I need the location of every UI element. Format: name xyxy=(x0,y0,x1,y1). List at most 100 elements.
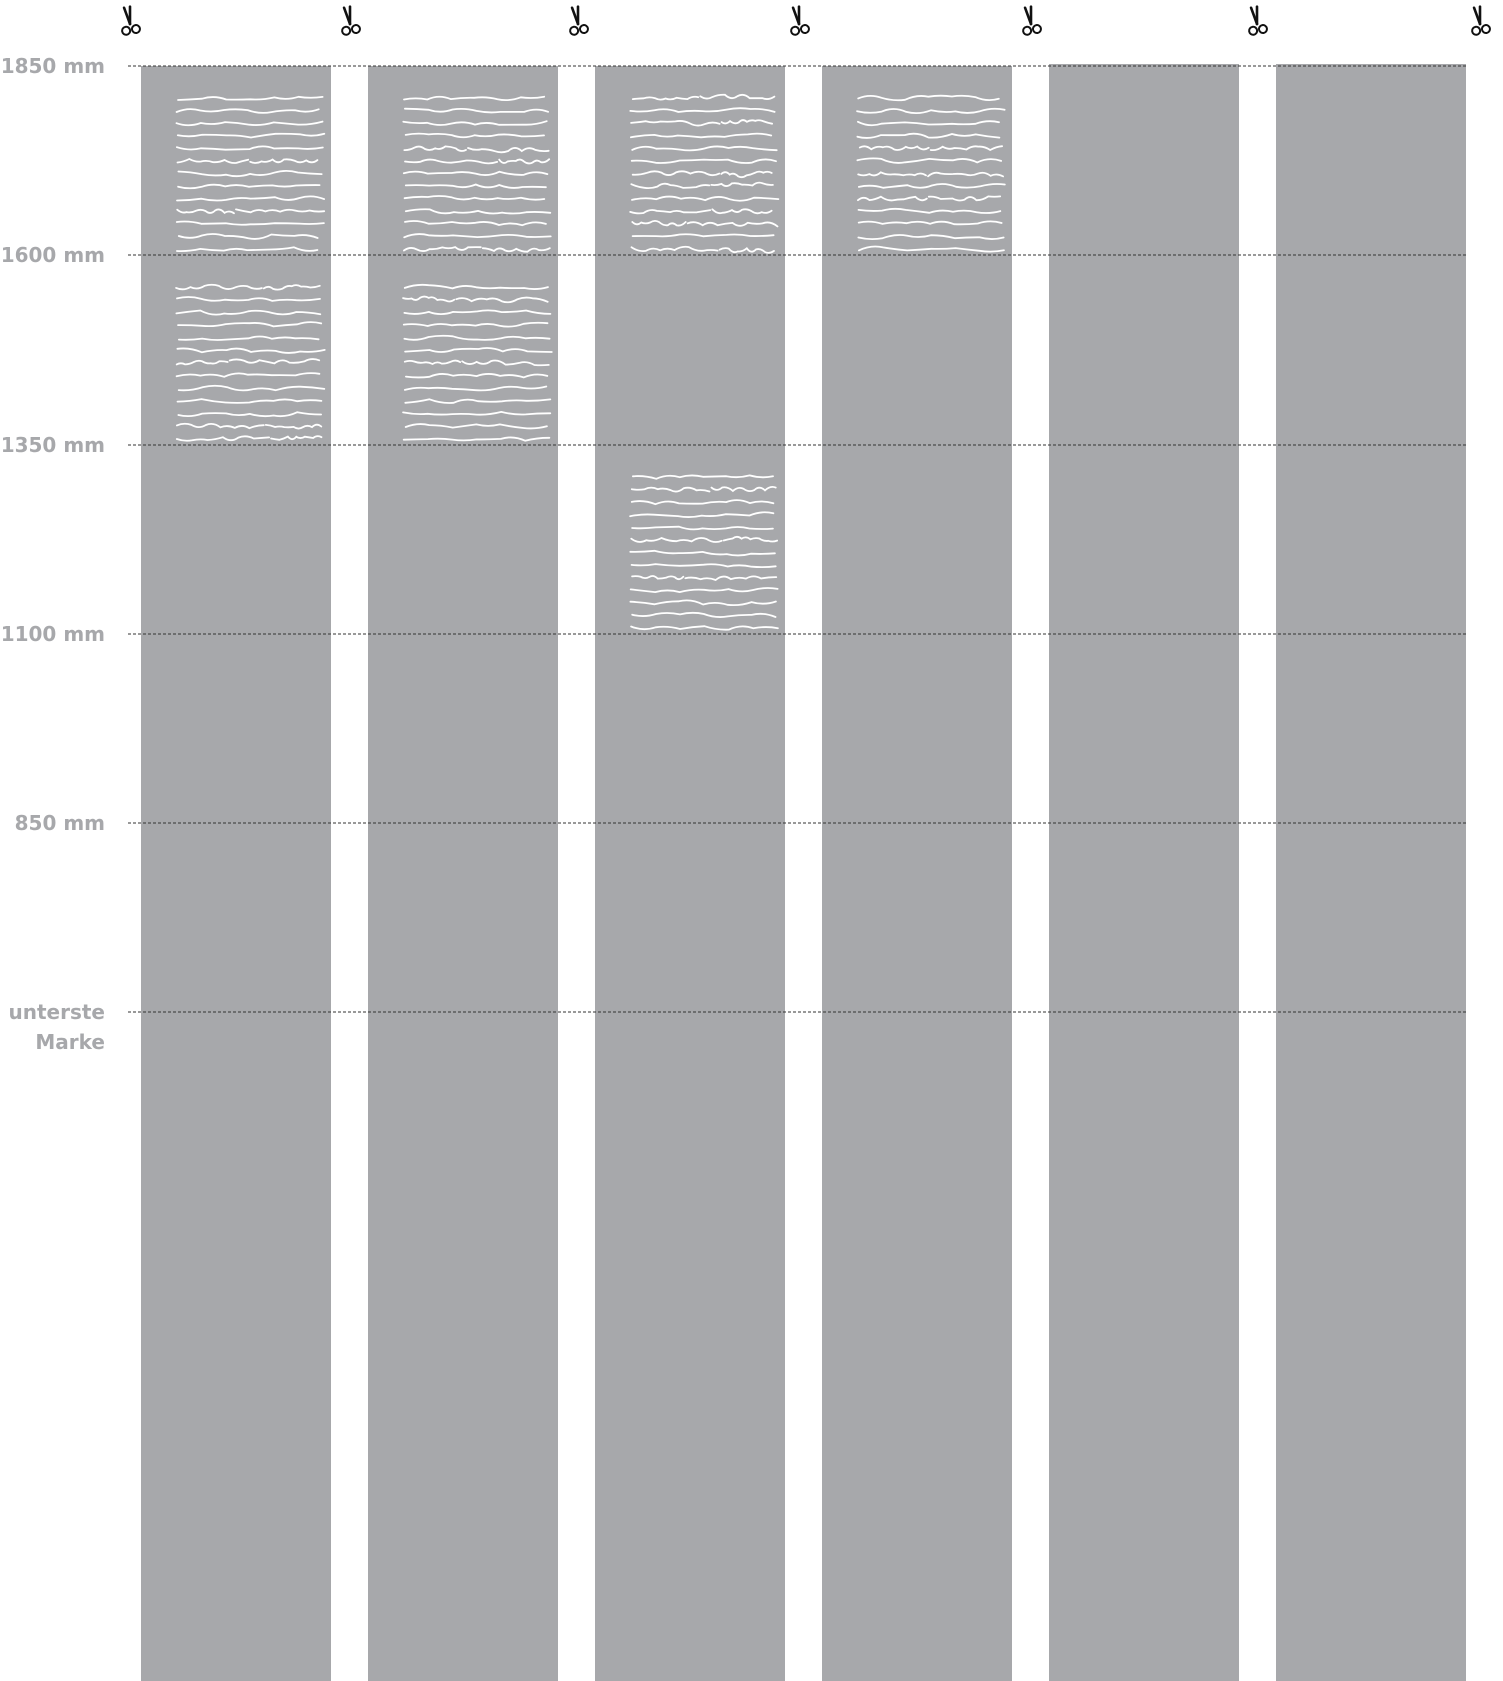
writing-line xyxy=(402,170,549,176)
writing-line xyxy=(711,208,773,215)
writing-line xyxy=(402,120,548,126)
labels-layer: 1850 mm 1600 mm 1350 mm 1100 mm 850 mm unters… xyxy=(1,54,105,1054)
writing-line xyxy=(175,309,322,316)
writing-line xyxy=(856,157,1002,164)
writing-line xyxy=(699,93,776,100)
writing-line xyxy=(629,587,779,594)
writing-line xyxy=(629,107,776,113)
writing-line xyxy=(175,435,270,442)
scissors-icon xyxy=(1248,5,1268,36)
writing-line xyxy=(176,422,265,430)
writing-line xyxy=(175,372,321,378)
scissors-icon xyxy=(341,5,361,36)
writing-line xyxy=(176,145,324,151)
writing-line xyxy=(631,611,777,618)
writing-line xyxy=(630,245,719,253)
writing-line xyxy=(631,233,775,238)
writing-line xyxy=(856,107,1006,115)
writing-line xyxy=(404,132,545,139)
writing-line xyxy=(402,295,456,303)
height-label-line: unterste xyxy=(9,1000,106,1024)
writing-line xyxy=(630,132,773,139)
writing-line xyxy=(175,220,325,226)
writing-line xyxy=(858,245,1005,253)
writing-line xyxy=(857,220,1003,226)
writing-line xyxy=(629,511,775,518)
writing-line xyxy=(176,132,326,139)
writing-line xyxy=(629,209,712,215)
strip-3-writing-1850-1600 xyxy=(629,93,780,254)
strip-2 xyxy=(368,66,558,1681)
height-label-line: 850 mm xyxy=(15,811,105,835)
writing-line xyxy=(630,120,721,127)
writing-layer xyxy=(175,93,1006,631)
writing-line xyxy=(630,537,723,543)
scissors-icon xyxy=(569,5,589,36)
writing-line xyxy=(176,208,235,215)
writing-line xyxy=(177,169,323,178)
writing-line xyxy=(630,563,777,569)
writing-line xyxy=(178,335,320,341)
writing-line xyxy=(403,95,546,102)
writing-line xyxy=(630,486,711,493)
writing-line xyxy=(710,486,777,493)
writing-line xyxy=(686,221,779,228)
writing-line xyxy=(684,575,778,582)
writing-line xyxy=(631,575,685,581)
height-label-line: Marke xyxy=(35,1030,105,1054)
writing-line xyxy=(175,283,263,291)
writing-line xyxy=(404,347,553,353)
writing-line xyxy=(858,183,1006,189)
writing-line xyxy=(176,398,323,404)
height-label-1100: 1100 mm xyxy=(1,622,105,646)
writing-line xyxy=(455,296,549,304)
writing-line xyxy=(228,358,321,365)
writing-line xyxy=(404,385,548,392)
writing-line xyxy=(857,120,1000,127)
writing-line xyxy=(177,321,323,328)
strips-layer xyxy=(141,64,1466,1681)
writing-line xyxy=(857,171,927,177)
strip-3 xyxy=(595,66,785,1681)
writing-line xyxy=(177,233,319,240)
writing-line xyxy=(403,283,549,290)
writing-line xyxy=(710,181,774,187)
writing-line xyxy=(403,233,552,239)
writing-line xyxy=(404,423,548,430)
strip-5 xyxy=(1049,64,1239,1681)
writing-line xyxy=(481,247,551,253)
writing-line xyxy=(404,398,552,404)
strip-4 xyxy=(822,66,1012,1681)
writing-line xyxy=(402,436,551,442)
strip-1-writing-1850-1600 xyxy=(175,95,326,252)
writing-line xyxy=(404,208,552,215)
strip-2-writing-1600-1350 xyxy=(402,283,553,442)
writing-line xyxy=(498,158,551,165)
scissors-icon xyxy=(790,5,810,36)
height-label-1850: 1850 mm xyxy=(1,54,105,78)
writing-line xyxy=(857,195,928,202)
writing-line xyxy=(177,411,322,418)
writing-line xyxy=(720,119,773,125)
writing-line xyxy=(631,525,774,531)
scissors-icon xyxy=(121,5,141,36)
writing-line xyxy=(405,373,549,379)
strip-2-writing-1850-1600 xyxy=(402,95,552,253)
height-label-850: 850 mm xyxy=(15,811,105,835)
scissors-icon xyxy=(1022,5,1042,36)
writing-line xyxy=(175,359,229,366)
height-label-line: 1100 mm xyxy=(1,622,105,646)
writing-line xyxy=(176,347,326,354)
writing-line xyxy=(630,182,711,190)
writing-line xyxy=(629,599,777,607)
height-label-1350: 1350 mm xyxy=(1,433,105,457)
writing-line xyxy=(403,145,467,152)
height-label-1600: 1600 mm xyxy=(1,243,105,267)
writing-line xyxy=(403,334,551,341)
writing-line xyxy=(629,549,776,557)
strip-4-writing-1850-1600 xyxy=(856,94,1006,253)
writing-line xyxy=(262,284,321,291)
scissors-layer xyxy=(121,5,1491,36)
writing-line xyxy=(630,625,779,631)
writing-line xyxy=(404,183,547,189)
